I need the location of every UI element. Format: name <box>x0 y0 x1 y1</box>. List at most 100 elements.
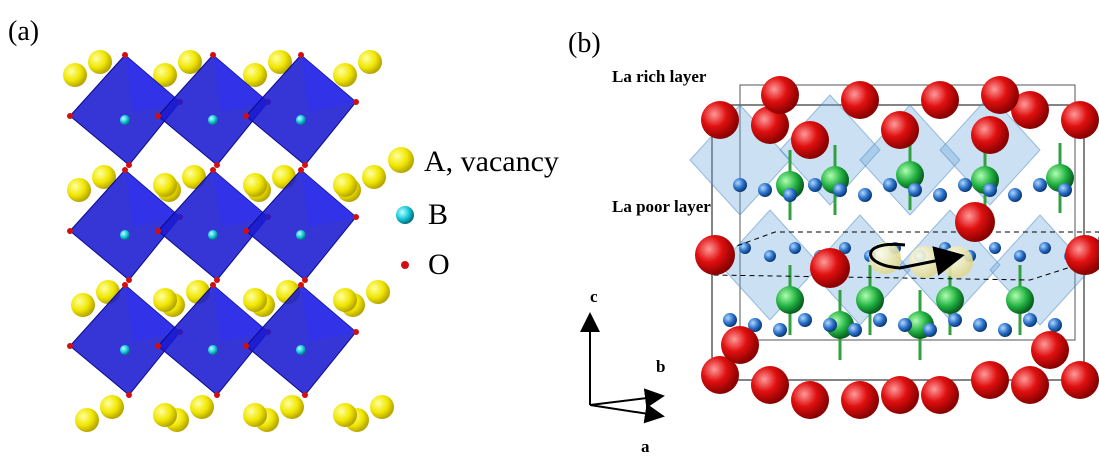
axis-label: c <box>590 287 598 306</box>
legend-swatch <box>401 261 409 269</box>
legend-swatch <box>396 206 414 224</box>
a-site-atom <box>71 293 95 317</box>
oxygen-atom <box>126 277 132 283</box>
panel-b <box>690 76 1099 419</box>
oxygen-atom <box>210 52 216 58</box>
octahedron <box>720 210 820 320</box>
oxygen-atom <box>210 167 216 173</box>
b-site-atom <box>296 230 306 240</box>
panel-label: (b) <box>568 28 601 59</box>
la-atom <box>1061 361 1099 399</box>
axis-label: b <box>656 357 665 376</box>
legend-text: A, vacancy <box>424 145 559 178</box>
axis-label: a <box>641 437 650 456</box>
b-site-atom <box>1006 286 1034 314</box>
b-site-atom <box>120 115 130 125</box>
oxygen-atom <box>243 343 249 349</box>
la-atom <box>971 361 1009 399</box>
oxygen-atom <box>783 188 797 202</box>
oxygen-atom <box>302 162 308 168</box>
a-site-atom <box>370 395 394 419</box>
a-site-atom <box>153 288 177 312</box>
a-site-atom <box>362 165 386 189</box>
la-atom <box>1031 331 1069 369</box>
oxygen-atom <box>298 52 304 58</box>
oxygen-atom <box>823 318 837 332</box>
la-atom <box>761 76 799 114</box>
a-site-atom <box>178 50 202 74</box>
oxygen-atom <box>1033 178 1047 192</box>
oxygen-atom <box>908 183 922 197</box>
oxygen-atom <box>798 313 812 327</box>
oxygen-atom <box>1008 188 1022 202</box>
b-site-atom <box>296 345 306 355</box>
axes-icon <box>590 322 655 415</box>
la-atom <box>921 81 959 119</box>
oxygen-atom <box>155 113 161 119</box>
legend-text: B <box>428 198 448 231</box>
a-site-atom <box>333 288 357 312</box>
oxygen-atom <box>126 162 132 168</box>
oxygen-atom <box>122 167 128 173</box>
oxygen-atom <box>898 318 912 332</box>
oxygen-atom <box>948 313 962 327</box>
oxygen-atom <box>773 323 787 337</box>
la-atom <box>981 76 1019 114</box>
a-site-atom <box>100 395 124 419</box>
oxygen-atom <box>302 392 308 398</box>
oxygen-atom <box>833 183 847 197</box>
la-atom <box>695 235 735 275</box>
oxygen-atom <box>989 242 1001 254</box>
oxygen-atom <box>214 392 220 398</box>
oxygen-atom <box>126 392 132 398</box>
oxygen-atom <box>67 228 73 234</box>
oxygen-atom <box>122 282 128 288</box>
la-atom <box>701 101 739 139</box>
oxygen-atom <box>122 52 128 58</box>
a-site-atom <box>366 280 390 304</box>
oxygen-atom <box>883 178 897 192</box>
a-site-atom <box>67 178 91 202</box>
la-atom <box>751 366 789 404</box>
la-atom <box>1061 101 1099 139</box>
la-atom <box>921 376 959 414</box>
oxygen-atom <box>1048 318 1062 332</box>
oxygen-atom <box>298 167 304 173</box>
oxygen-atom <box>243 228 249 234</box>
oxygen-atom <box>733 178 747 192</box>
la-atom <box>721 326 759 364</box>
oxygen-atom <box>67 113 73 119</box>
la-atom <box>881 111 919 149</box>
a-site-atom <box>333 173 357 197</box>
oxygen-atom <box>155 228 161 234</box>
b-site-atom <box>208 345 218 355</box>
oxygen-atom <box>214 162 220 168</box>
oxygen-atom <box>155 343 161 349</box>
annotation: La rich layer <box>612 67 707 86</box>
a-site-atom <box>88 50 112 74</box>
oxygen-atom <box>302 277 308 283</box>
la-atom <box>810 248 850 288</box>
oxygen-atom <box>1039 242 1051 254</box>
a-site-atom <box>243 403 267 427</box>
oxygen-atom <box>764 250 776 262</box>
b-site-atom <box>120 230 130 240</box>
a-site-atom <box>358 50 382 74</box>
oxygen-atom <box>758 183 772 197</box>
b-site-atom <box>856 286 884 314</box>
figure: (a) A, vacancy B O (b) La rich layer La … <box>0 0 1099 456</box>
la-atom <box>841 381 879 419</box>
vacancy-atom <box>941 246 973 278</box>
a-site-atom <box>190 395 214 419</box>
oxygen-atom <box>848 323 862 337</box>
page: (a) A, vacancy B O (b) La rich layer La … <box>0 0 1099 456</box>
oxygen-atom <box>933 188 947 202</box>
oxygen-atom <box>353 99 359 105</box>
oxygen-atom <box>1014 250 1026 262</box>
oxygen-atom <box>1058 183 1072 197</box>
la-atom <box>841 81 879 119</box>
oxygen-atom <box>923 323 937 337</box>
oxygen-atom <box>214 277 220 283</box>
a-site-atom <box>333 403 357 427</box>
oxygen-atom <box>1023 313 1037 327</box>
